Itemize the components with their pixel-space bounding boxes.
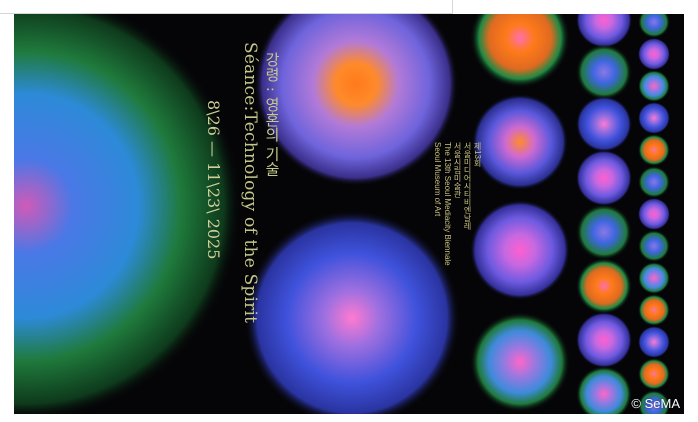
info-line: 서울미디어시티비엔날레 xyxy=(463,142,472,230)
divider xyxy=(452,0,453,14)
info-line: Seoul Museum of Art xyxy=(433,142,442,217)
info-line: The 13th Seoul Mediacity Biennale xyxy=(443,142,452,266)
poster-image: Séance:Technology of the Spirit 강령 : 영혼의… xyxy=(14,14,684,414)
copyright-credit: © SeMA xyxy=(631,396,680,411)
poster-title-ko: 강령 : 영혼의 기술 xyxy=(263,52,281,177)
poster-graphic xyxy=(14,14,670,414)
info-line: 제13회 xyxy=(473,142,482,167)
poster-info-block: 제13회 서울미디어시티비엔날레 서울시립미술관 The 13th Seoul … xyxy=(426,142,482,266)
poster-title-en: Séance:Technology of the Spirit xyxy=(240,42,260,324)
divider xyxy=(0,13,452,14)
top-strip xyxy=(0,0,698,14)
poster-dates: 8\26 — 11\23\ 2025 xyxy=(204,100,223,260)
info-line: 서울시립미술관 xyxy=(453,142,462,198)
